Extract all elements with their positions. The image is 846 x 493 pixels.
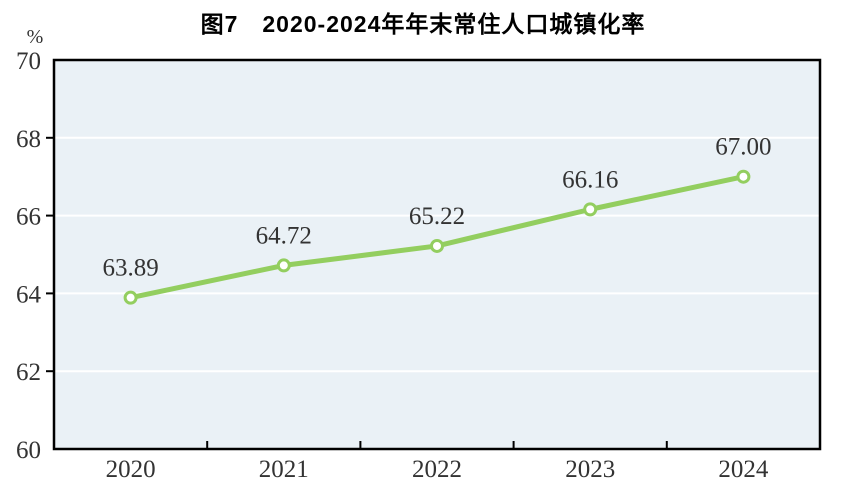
data-point-marker <box>430 238 444 253</box>
x-tick-label: 2023 <box>565 456 615 483</box>
data-point-marker <box>736 169 751 184</box>
y-tick-label: 68 <box>16 126 41 153</box>
data-point-marker <box>123 290 138 305</box>
y-tick-label: 66 <box>16 204 41 231</box>
y-tick-label: 70 <box>16 48 41 75</box>
chart-title: 图7 2020-2024年年末常住人口城镇化率 <box>200 11 646 37</box>
data-point-label: 64.72 <box>256 222 312 249</box>
x-tick-label: 2021 <box>259 456 309 483</box>
x-tick-label: 2024 <box>718 456 769 483</box>
x-tick-label: 2022 <box>412 456 462 483</box>
y-tick-label: 64 <box>16 281 42 308</box>
y-tick-label: 62 <box>16 359 41 386</box>
plot-area <box>54 60 820 449</box>
y-axis-unit-label: % <box>26 26 44 48</box>
plot-border <box>52 58 822 451</box>
data-point-label: 67.00 <box>715 134 771 161</box>
data-point-label: 66.16 <box>562 166 618 193</box>
data-point-marker <box>276 258 291 273</box>
x-tick-label: 2020 <box>106 456 156 483</box>
data-point-label: 65.22 <box>409 203 465 230</box>
y-tick-label: 60 <box>16 437 41 464</box>
data-point-label: 63.89 <box>102 255 158 282</box>
data-point-marker <box>583 202 598 217</box>
